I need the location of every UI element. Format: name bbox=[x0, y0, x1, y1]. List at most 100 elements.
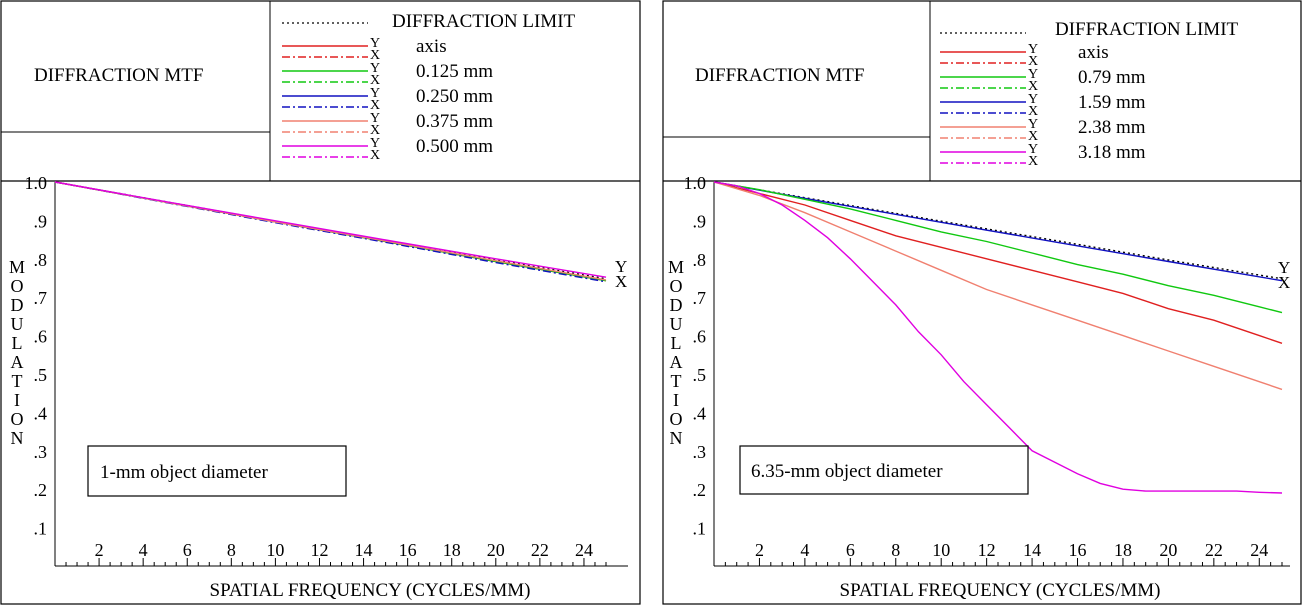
y-tick-label: .1 bbox=[34, 519, 48, 539]
y-axis-label-letter: U bbox=[11, 314, 24, 334]
x-tick-label: 24 bbox=[1250, 540, 1268, 560]
series-line bbox=[54, 181, 607, 278]
legend-y-tag: Y bbox=[370, 136, 380, 151]
panel-border bbox=[0, 0, 641, 605]
y-axis-label-letter: A bbox=[11, 352, 24, 372]
x-minor-ticks bbox=[724, 558, 1283, 566]
x-tick-label: 6 bbox=[846, 540, 855, 560]
y-axis-label-letter: M bbox=[9, 257, 25, 277]
legend-y-tag: Y bbox=[1028, 67, 1038, 82]
y-tick-labels: 1.0 .9 .8 .7 .6 .5 .4 .3 .2 .1 bbox=[25, 173, 48, 539]
y-tick-label: 1.0 bbox=[684, 173, 707, 193]
legend-row: YX 3.18 mm bbox=[940, 142, 1146, 169]
legend-x-tag: X bbox=[370, 98, 380, 113]
y-tick-label: .3 bbox=[34, 442, 48, 462]
x-tick-label: 8 bbox=[891, 540, 900, 560]
end-tag-y: Y bbox=[615, 257, 627, 276]
plot-area: 1.0.9.8.7.6.5.4.3.2.1 2 4 6 8 10 12 14 16 18 20 22… bbox=[668, 173, 1290, 601]
end-tag-x: X bbox=[1278, 273, 1290, 292]
y-tick-label: .6 bbox=[34, 327, 48, 347]
series-line bbox=[54, 181, 607, 283]
legend-row: YX 0.250 mm bbox=[282, 86, 493, 113]
x-tick-label: 18 bbox=[1114, 540, 1132, 560]
series-line bbox=[713, 181, 1283, 314]
legend-label: 0.375 mm bbox=[416, 111, 493, 132]
legend-y-tag: Y bbox=[370, 111, 380, 126]
y-axis-label-letter: U bbox=[670, 314, 683, 334]
x-tick-label: 2 bbox=[95, 540, 104, 560]
legend-y-tag: Y bbox=[1028, 42, 1038, 57]
x-tick-label: 2 bbox=[755, 540, 764, 560]
legend-x-tag: X bbox=[1028, 104, 1038, 119]
panel-border bbox=[662, 0, 1302, 605]
header: DIFFRACTION MTF DIFFRACTION LIMIT YX axis… bbox=[663, 1, 1301, 182]
header: DIFFRACTION MTF DIFFRACTION LIMIT YX axis… bbox=[1, 1, 640, 182]
x-tick-label: 20 bbox=[487, 540, 505, 560]
legend-row: YX axis bbox=[282, 36, 447, 63]
y-axis-label-letter: I bbox=[673, 390, 679, 410]
header-title: DIFFRACTION MTF bbox=[695, 65, 864, 86]
y-tick-label: .4 bbox=[34, 403, 48, 423]
legend-x-tag: X bbox=[370, 123, 380, 138]
legend-y-tag: Y bbox=[1028, 92, 1038, 107]
annotation-frame bbox=[739, 445, 1029, 495]
y-tick-label: .2 bbox=[34, 480, 48, 500]
x-tick-label: 22 bbox=[1205, 540, 1223, 560]
x-tick-label: 10 bbox=[932, 540, 950, 560]
y-axis-label-letter: O bbox=[670, 276, 683, 296]
x-tick-label: 14 bbox=[1023, 540, 1041, 560]
annotation-text: 1-mm object diameter bbox=[100, 462, 268, 483]
y-tick-label: 1.0 bbox=[25, 173, 48, 193]
legend-row: YX axis bbox=[940, 42, 1109, 69]
legend-label: 3.18 mm bbox=[1078, 142, 1146, 163]
legend-row: YX 0.375 mm bbox=[282, 111, 493, 138]
x-tick-labels: 2 4 6 8 10 12 14 16 18 20 22 24 bbox=[755, 540, 1268, 560]
series-lines bbox=[713, 181, 1283, 494]
annotation-frame bbox=[87, 445, 347, 497]
y-tick-label: .1 bbox=[693, 519, 707, 539]
y-axis-label-letter: D bbox=[11, 295, 24, 315]
legend-row: YX 0.125 mm bbox=[282, 61, 493, 88]
legend-row: YX 1.59 mm bbox=[940, 92, 1146, 119]
y-tick-label: .5 bbox=[693, 365, 707, 385]
legend-x-tag: X bbox=[1028, 129, 1038, 144]
legend-x-tag: X bbox=[1028, 54, 1038, 69]
x-tick-label: 6 bbox=[183, 540, 192, 560]
x-tick-label: 22 bbox=[531, 540, 549, 560]
x-tick-label: 12 bbox=[310, 540, 328, 560]
legend-y-tag: Y bbox=[370, 86, 380, 101]
y-tick-label: .5 bbox=[34, 365, 48, 385]
x-tick-label: 20 bbox=[1159, 540, 1177, 560]
legend-label: 0.125 mm bbox=[416, 61, 493, 82]
y-tick-label: .4 bbox=[693, 403, 707, 423]
legend-row: YX 0.500 mm bbox=[282, 136, 493, 163]
y-tick-label: .7 bbox=[693, 288, 707, 308]
y-axis-label-letter: O bbox=[11, 276, 24, 296]
series-line bbox=[713, 181, 1283, 344]
right-mtf-panel: DIFFRACTION MTF DIFFRACTION LIMIT YX axis… bbox=[662, 0, 1302, 605]
y-axis-label-letter: T bbox=[12, 371, 23, 391]
y-tick-label: .8 bbox=[693, 250, 707, 270]
y-tick-labels: 1.0 .9 .8 .7 .6 .5 .4 .3 .2 .1 bbox=[684, 173, 707, 539]
header-title: DIFFRACTION MTF bbox=[34, 65, 203, 86]
x-axis-label: SPATIAL FREQUENCY (CYCLES/MM) bbox=[210, 580, 531, 601]
y-axis-label-letter: L bbox=[12, 333, 23, 353]
x-tick-label: 16 bbox=[1069, 540, 1087, 560]
series-line bbox=[713, 181, 1283, 280]
y-axis-label-letter: L bbox=[671, 333, 682, 353]
legend-x-tag: X bbox=[370, 73, 380, 88]
legend-x-tag: X bbox=[370, 148, 380, 163]
legend-x-tag: X bbox=[1028, 154, 1038, 169]
y-tick-label: .2 bbox=[693, 480, 707, 500]
x-tick-label: 4 bbox=[139, 540, 148, 560]
x-tick-label: 24 bbox=[575, 540, 593, 560]
y-axis-label-letter: D bbox=[670, 295, 683, 315]
legend-label: 0.250 mm bbox=[416, 86, 493, 107]
annotation-box: 1-mm object diameter bbox=[87, 445, 347, 497]
legend-y-tag: Y bbox=[1028, 142, 1038, 157]
legend-row: YX 2.38 mm bbox=[940, 117, 1146, 144]
